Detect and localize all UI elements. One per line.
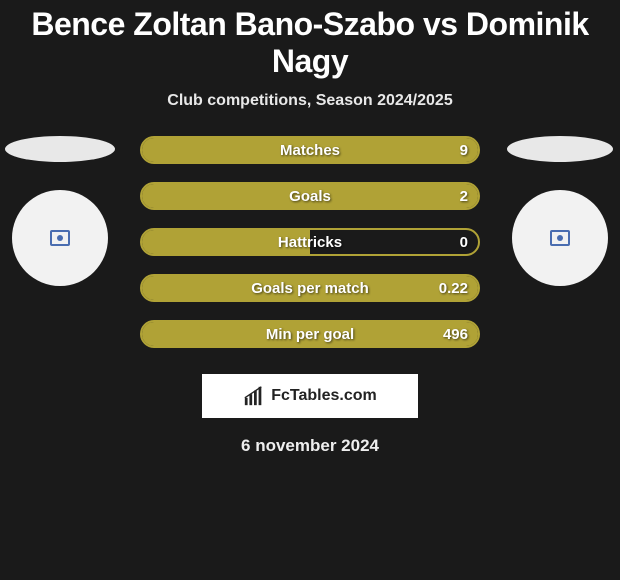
main-row: Matches9Goals2Hattricks0Goals per match0… bbox=[0, 136, 620, 348]
player-right-col bbox=[500, 136, 620, 286]
image-placeholder-icon bbox=[50, 230, 70, 246]
stat-label: Min per goal bbox=[142, 326, 478, 343]
stat-right-value: 0 bbox=[460, 234, 468, 251]
stat-bar: Matches9 bbox=[140, 136, 480, 164]
stats-column: Matches9Goals2Hattricks0Goals per match0… bbox=[140, 136, 480, 348]
source-logo[interactable]: FcTables.com bbox=[202, 374, 418, 418]
player-left-nameplate bbox=[5, 136, 115, 162]
stat-right-value: 2 bbox=[460, 188, 468, 205]
player-left-col bbox=[0, 136, 120, 286]
stat-right-value: 496 bbox=[443, 326, 468, 343]
player-right-avatar bbox=[512, 190, 608, 286]
stat-right-value: 0.22 bbox=[439, 280, 468, 297]
stat-bar: Goals per match0.22 bbox=[140, 274, 480, 302]
player-left-avatar bbox=[12, 190, 108, 286]
bar-chart-icon bbox=[243, 385, 265, 407]
stat-label: Goals bbox=[142, 188, 478, 205]
comparison-card: Bence Zoltan Bano-Szabo vs Dominik Nagy … bbox=[0, 0, 620, 456]
subtitle: Club competitions, Season 2024/2025 bbox=[167, 92, 452, 110]
stat-right-value: 9 bbox=[460, 142, 468, 159]
stat-bar: Hattricks0 bbox=[140, 228, 480, 256]
logo-text: FcTables.com bbox=[271, 387, 377, 405]
page-title: Bence Zoltan Bano-Szabo vs Dominik Nagy bbox=[0, 0, 620, 84]
stat-label: Hattricks bbox=[142, 234, 478, 251]
stat-bar: Min per goal496 bbox=[140, 320, 480, 348]
date-label: 6 november 2024 bbox=[241, 436, 379, 456]
stat-bar: Goals2 bbox=[140, 182, 480, 210]
image-placeholder-icon bbox=[550, 230, 570, 246]
stat-label: Matches bbox=[142, 142, 478, 159]
stat-label: Goals per match bbox=[142, 280, 478, 297]
player-right-nameplate bbox=[507, 136, 613, 162]
